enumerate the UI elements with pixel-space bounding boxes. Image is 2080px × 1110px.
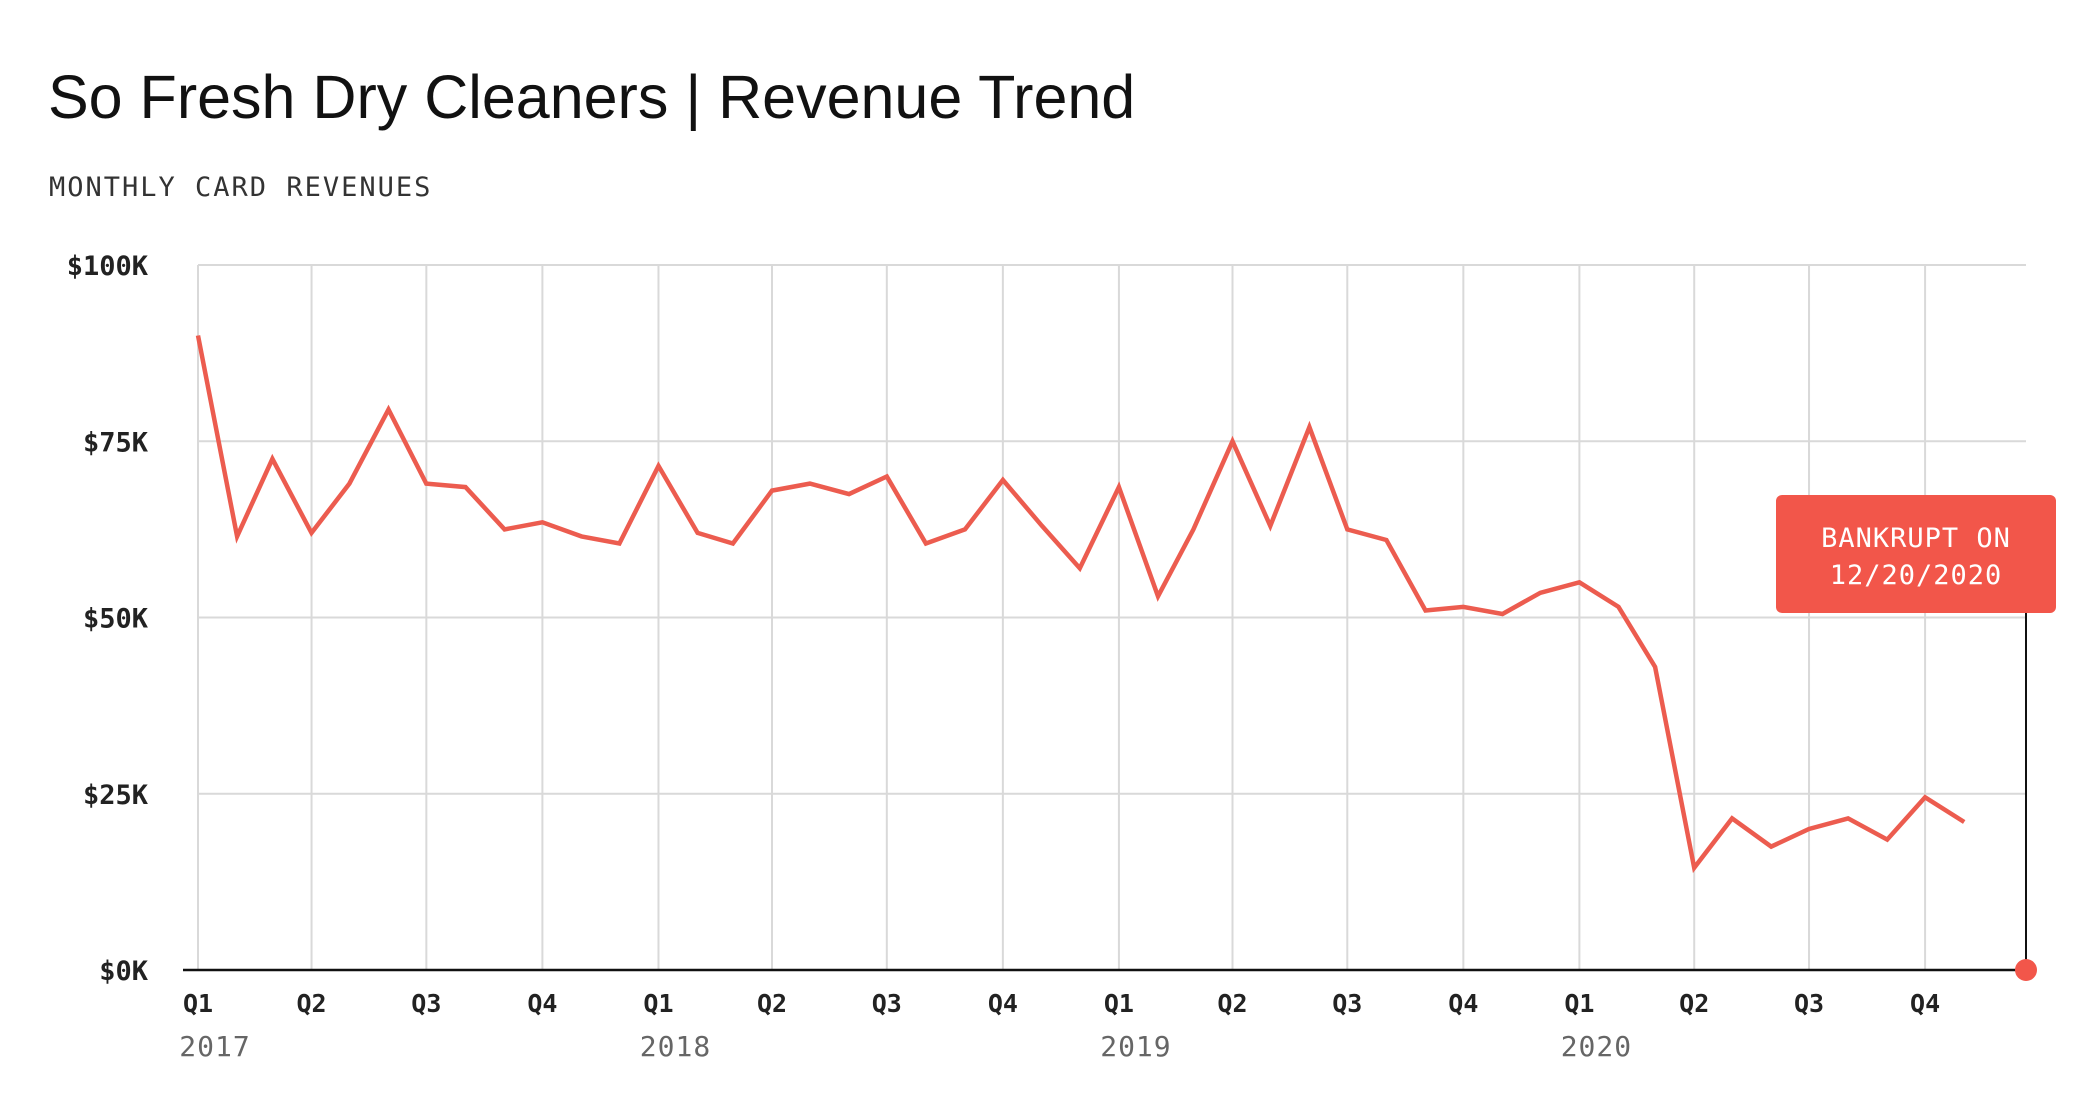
y-tick-label: $75K	[83, 427, 149, 458]
x-tick-label: Q2	[296, 989, 326, 1018]
x-tick-label: Q2	[1217, 989, 1247, 1018]
revenue-series-line	[195, 335, 1966, 874]
x-tick-label: Q3	[1332, 989, 1362, 1018]
x-tick-label: Q4	[1910, 989, 1940, 1018]
y-tick-label: $50K	[83, 604, 149, 635]
year-label: 2017	[179, 1030, 250, 1063]
x-tick-label: Q1	[183, 989, 213, 1018]
x-tick-label: Q4	[527, 989, 557, 1018]
chart-title: So Fresh Dry Cleaners | Revenue Trend	[48, 63, 1136, 131]
bankrupt-marker	[2015, 959, 2037, 981]
y-tick-label: $100K	[67, 251, 149, 282]
annotation-text: BANKRUPT ON	[1821, 523, 2011, 554]
x-tick-label: Q1	[1104, 989, 1134, 1018]
year-label: 2020	[1561, 1030, 1632, 1063]
y-tick-label: $0K	[99, 956, 149, 987]
x-tick-label: Q3	[872, 989, 902, 1018]
year-label: 2018	[640, 1030, 711, 1063]
x-tick-label: Q4	[988, 989, 1018, 1018]
y-tick-label: $25K	[83, 780, 149, 811]
x-tick-label: Q1	[643, 989, 673, 1018]
annotation-text: 12/20/2020	[1830, 560, 2003, 591]
x-tick-label: Q2	[1679, 989, 1709, 1018]
x-tick-label: Q2	[757, 989, 787, 1018]
chart-subtitle: MONTHLY CARD REVENUES	[49, 172, 433, 203]
x-tick-label: Q3	[1794, 989, 1824, 1018]
x-tick-label: Q4	[1448, 989, 1478, 1018]
x-tick-label: Q3	[411, 989, 441, 1018]
year-label: 2019	[1100, 1030, 1171, 1063]
annotation-box	[1776, 495, 2056, 613]
x-tick-label: Q1	[1564, 989, 1594, 1018]
